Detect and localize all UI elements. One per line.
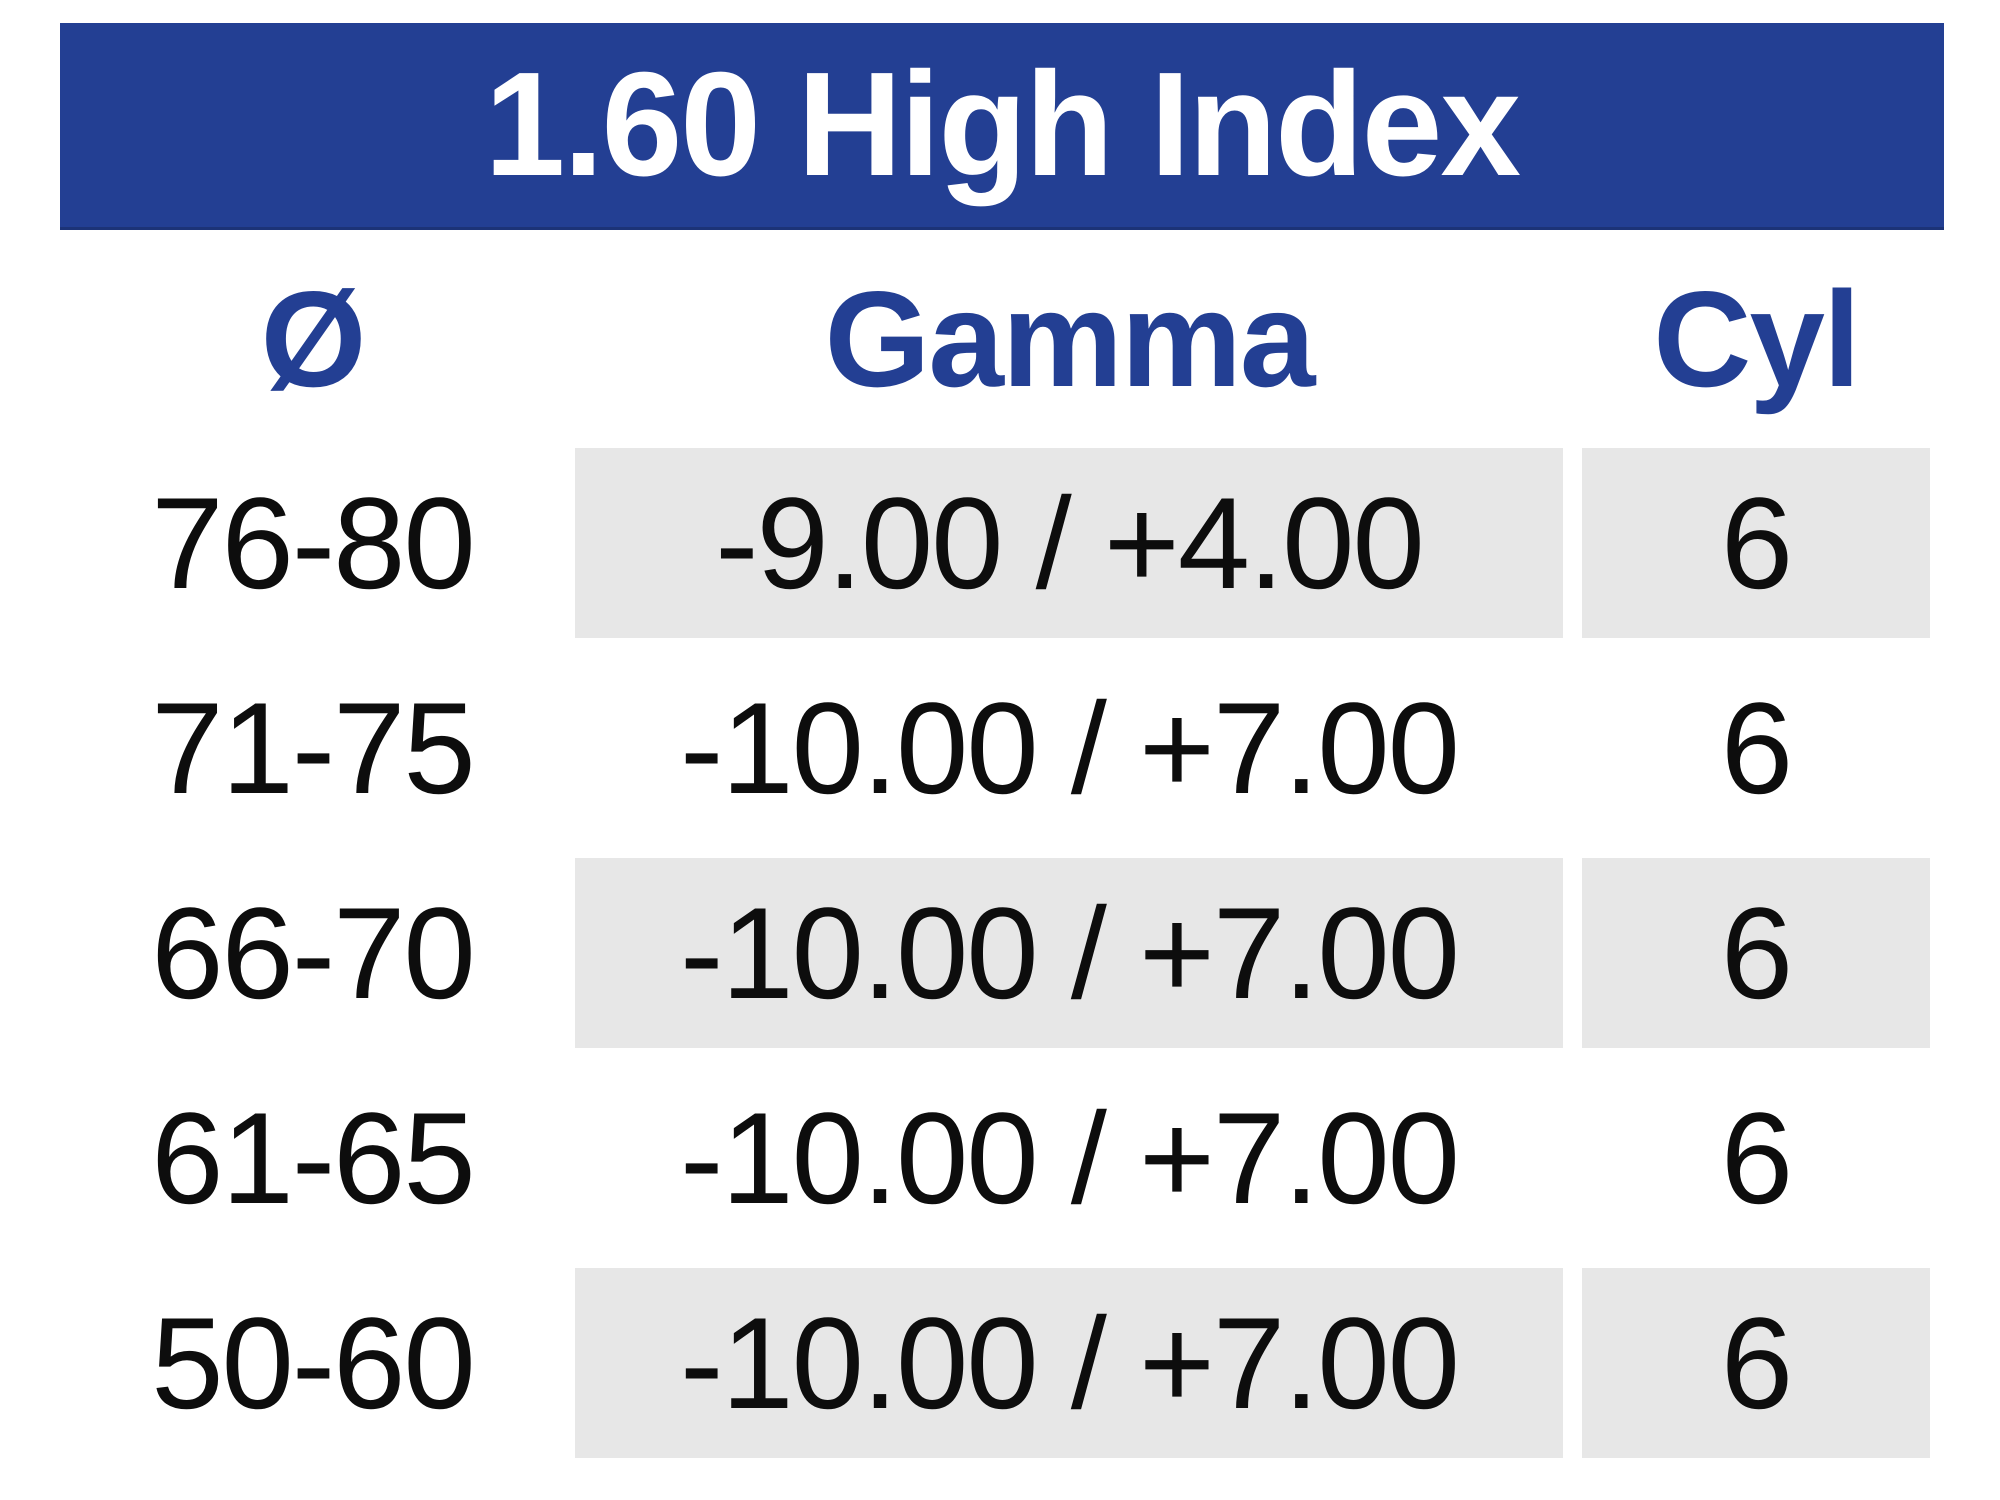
cell-diameter: 71-75 [151,675,476,821]
column-header-diameter: Ø [260,263,367,415]
cell-cyl: 6 [1582,1268,1930,1458]
cell-cyl: 6 [1720,1085,1793,1231]
cell-diameter: 76-80 [151,470,476,616]
column-header-cyl: Cyl [1653,263,1861,415]
cell-diameter: 61-65 [151,1085,476,1231]
cell-cyl: 6 [1582,448,1930,638]
cell-cyl: 6 [1582,858,1930,1048]
cell-diameter: 50-60 [151,1290,476,1436]
table-title-banner: 1.60 High Index [60,23,1944,230]
cell-cyl: 6 [1720,675,1793,821]
cell-diameter: 66-70 [151,880,476,1026]
cell-gamma: -10.00 / +7.00 [575,1268,1563,1458]
cell-gamma: -10.00 / +7.00 [680,1085,1460,1231]
cell-gamma: -9.00 / +4.00 [575,448,1563,638]
cell-gamma: -10.00 / +7.00 [680,675,1460,821]
column-header-gamma: Gamma [824,263,1316,415]
cell-gamma: -10.00 / +7.00 [575,858,1563,1048]
table-title: 1.60 High Index [484,42,1522,207]
